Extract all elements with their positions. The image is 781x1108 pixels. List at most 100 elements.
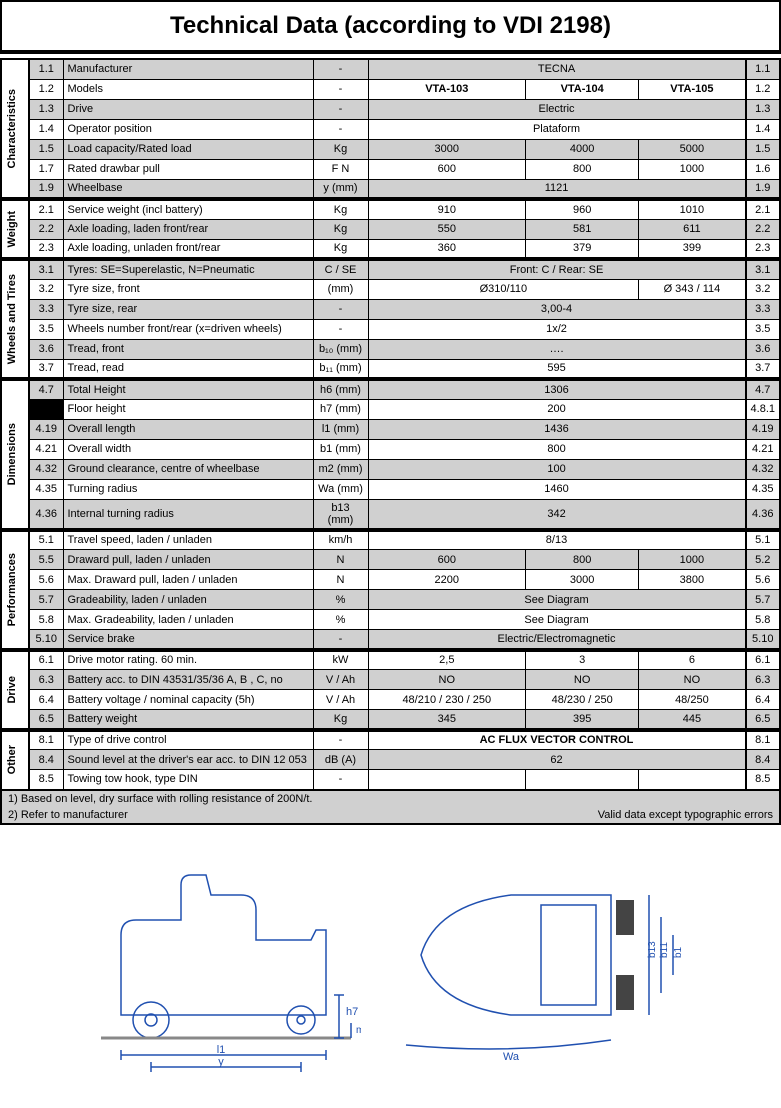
row-index: 4.19: [29, 419, 63, 439]
svg-text:b1: b1: [673, 946, 684, 958]
svg-text:Wa: Wa: [502, 1051, 519, 1063]
row-desc: Max. Draward pull, laden / unladen: [63, 570, 313, 590]
row-value: See Diagram: [368, 610, 746, 630]
row-value: 8/13: [368, 530, 746, 550]
row-desc: Battery voltage / nominal capacity (5h): [63, 690, 313, 710]
row-desc: Tread, read: [63, 359, 313, 379]
row-desc: Ground clearance, centre of wheelbase: [63, 459, 313, 479]
row-value: 360: [368, 239, 526, 259]
row-value: 550: [368, 219, 526, 239]
row-value: 48/230 / 250: [526, 690, 639, 710]
row-value: Electric/Electromagnetic: [368, 630, 746, 650]
row-value: Ø310/110: [368, 279, 639, 299]
note-1: 1) Based on level, dry surface with roll…: [8, 793, 312, 805]
row-index: 1.9: [29, 179, 63, 199]
row-unit: -: [313, 79, 368, 99]
row-desc: Wheels number front/rear (x=driven wheel…: [63, 319, 313, 339]
row-index-right: 5.2: [746, 550, 780, 570]
row-index: 1.2: [29, 79, 63, 99]
row-desc: Internal turning radius: [63, 499, 313, 530]
row-desc: Tyres: SE=Superelastic, N=Pneumatic: [63, 259, 313, 279]
row-value: Electric: [368, 99, 746, 119]
row-value: 100: [368, 459, 746, 479]
row-index-right: 3.5: [746, 319, 780, 339]
row-index: 1.1: [29, 59, 63, 79]
row-desc: Load capacity/Rated load: [63, 139, 313, 159]
row-desc: Total Height: [63, 379, 313, 399]
row-value: 342: [368, 499, 746, 530]
row-desc: Models: [63, 79, 313, 99]
row-unit: dB (A): [313, 750, 368, 770]
row-index: 4.36: [29, 499, 63, 530]
section-label: Weight: [1, 199, 29, 259]
row-index-right: 5.6: [746, 570, 780, 590]
row-unit: N: [313, 550, 368, 570]
row-value: 1121: [368, 179, 746, 199]
row-index: 3.2: [29, 279, 63, 299]
row-desc: Towing tow hook, type DIN: [63, 770, 313, 790]
row-index-right: 3.1: [746, 259, 780, 279]
row-desc: Travel speed, laden / unladen: [63, 530, 313, 550]
row-index: 5.5: [29, 550, 63, 570]
row-value: 4000: [526, 139, 639, 159]
row-desc: Type of drive control: [63, 730, 313, 750]
row-desc: Tyre size, front: [63, 279, 313, 299]
row-value: 3: [526, 650, 639, 670]
row-index-right: 1.3: [746, 99, 780, 119]
row-unit: l1 (mm): [313, 419, 368, 439]
row-value: TECNA: [368, 59, 746, 79]
row-index-right: 6.4: [746, 690, 780, 710]
row-index: 1.3: [29, 99, 63, 119]
row-index: 5.1: [29, 530, 63, 550]
row-index-right: 3.2: [746, 279, 780, 299]
section-label: Other: [1, 730, 29, 790]
row-unit: b₁₀ (mm): [313, 339, 368, 359]
row-unit: -: [313, 99, 368, 119]
row-index-right: 1.2: [746, 79, 780, 99]
row-unit: -: [313, 770, 368, 790]
row-value: Ø 343 / 114: [639, 279, 746, 299]
row-desc: Axle loading, unladen front/rear: [63, 239, 313, 259]
row-value: ….: [368, 339, 746, 359]
row-unit: N: [313, 570, 368, 590]
row-value: 1010: [639, 199, 746, 219]
row-index-right: 4.8.1: [746, 399, 780, 419]
row-index: [29, 399, 63, 419]
row-value: VTA-105: [639, 79, 746, 99]
row-index: 1.5: [29, 139, 63, 159]
row-unit: V / Ah: [313, 690, 368, 710]
row-value: 600: [368, 159, 526, 179]
row-index: 5.8: [29, 610, 63, 630]
row-value: 910: [368, 199, 526, 219]
row-unit: b1 (mm): [313, 439, 368, 459]
row-unit: -: [313, 630, 368, 650]
row-unit: b₁₁ (mm): [313, 359, 368, 379]
row-index: 8.4: [29, 750, 63, 770]
row-index-right: 6.5: [746, 710, 780, 730]
row-desc: Rated drawbar pull: [63, 159, 313, 179]
row-unit: Kg: [313, 239, 368, 259]
row-desc: Operator position: [63, 119, 313, 139]
row-index-right: 6.1: [746, 650, 780, 670]
row-index-right: 5.10: [746, 630, 780, 650]
row-unit: F N: [313, 159, 368, 179]
row-index-right: 4.32: [746, 459, 780, 479]
row-desc: Service brake: [63, 630, 313, 650]
row-value: 2200: [368, 570, 526, 590]
row-index: 6.1: [29, 650, 63, 670]
row-unit: Kg: [313, 710, 368, 730]
row-index-right: 4.35: [746, 479, 780, 499]
row-unit: Kg: [313, 139, 368, 159]
row-desc: Wheelbase: [63, 179, 313, 199]
row-index: 4.7: [29, 379, 63, 399]
row-index: 4.35: [29, 479, 63, 499]
row-index-right: 3.7: [746, 359, 780, 379]
svg-text:b11: b11: [659, 941, 670, 957]
row-value: 611: [639, 219, 746, 239]
row-unit: Wa (mm): [313, 479, 368, 499]
row-unit: %: [313, 590, 368, 610]
section-label: Dimensions: [1, 379, 29, 530]
row-value: 62: [368, 750, 746, 770]
row-value: NO: [368, 670, 526, 690]
row-unit: %: [313, 610, 368, 630]
